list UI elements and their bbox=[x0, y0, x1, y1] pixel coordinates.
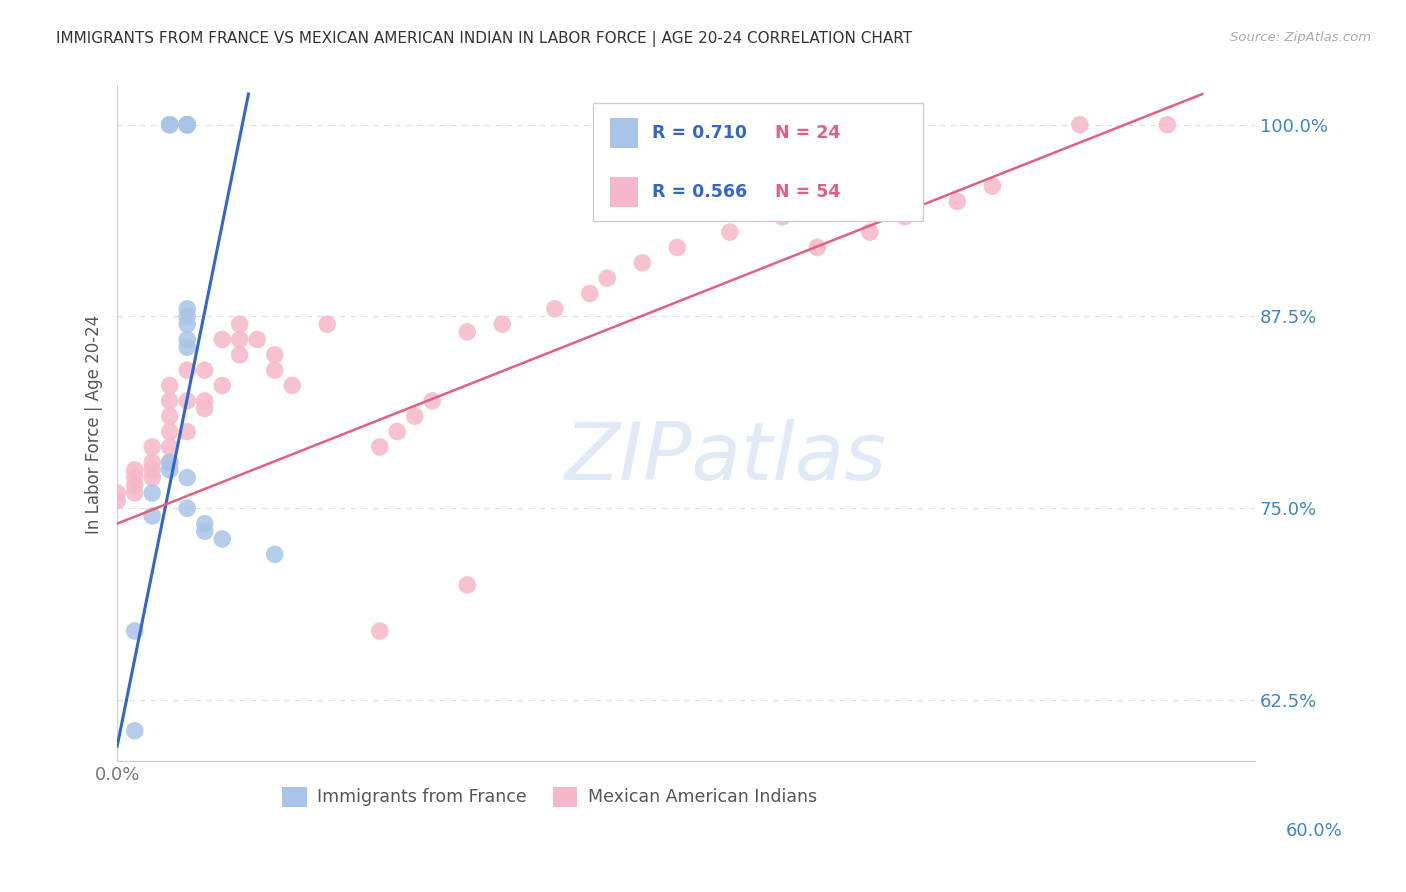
Point bbox=[420, 393, 443, 408]
Point bbox=[263, 547, 285, 561]
FancyBboxPatch shape bbox=[610, 118, 638, 148]
Point bbox=[368, 624, 391, 638]
Point bbox=[141, 455, 163, 469]
Point bbox=[456, 578, 478, 592]
Point bbox=[176, 301, 198, 316]
Text: R = 0.566: R = 0.566 bbox=[652, 183, 747, 201]
Point bbox=[141, 440, 163, 454]
Point bbox=[176, 118, 198, 132]
Point bbox=[456, 325, 478, 339]
Point bbox=[666, 240, 689, 254]
Text: 60.0%: 60.0% bbox=[1286, 822, 1343, 840]
Point bbox=[176, 333, 198, 347]
Point bbox=[491, 317, 513, 331]
Point bbox=[141, 463, 163, 477]
Point bbox=[176, 470, 198, 484]
Point bbox=[159, 409, 181, 424]
Text: Source: ZipAtlas.com: Source: ZipAtlas.com bbox=[1230, 31, 1371, 45]
Legend: Immigrants from France, Mexican American Indians: Immigrants from France, Mexican American… bbox=[276, 780, 824, 814]
Point bbox=[1069, 118, 1091, 132]
Point bbox=[281, 378, 304, 392]
Point bbox=[159, 118, 181, 132]
Point bbox=[387, 425, 409, 439]
Point bbox=[1156, 118, 1178, 132]
Point bbox=[159, 378, 181, 392]
Point bbox=[718, 225, 741, 239]
Point bbox=[159, 425, 181, 439]
Point bbox=[544, 301, 567, 316]
FancyBboxPatch shape bbox=[610, 177, 638, 207]
Point bbox=[176, 393, 198, 408]
Point bbox=[159, 463, 181, 477]
Point bbox=[176, 118, 198, 132]
Point bbox=[404, 409, 426, 424]
Point bbox=[176, 118, 198, 132]
Point bbox=[176, 317, 198, 331]
Y-axis label: In Labor Force | Age 20-24: In Labor Force | Age 20-24 bbox=[86, 314, 103, 533]
Point bbox=[194, 363, 217, 377]
Text: R = 0.710: R = 0.710 bbox=[652, 124, 747, 142]
Point bbox=[194, 516, 217, 531]
Point bbox=[105, 493, 128, 508]
Point bbox=[228, 333, 250, 347]
Point bbox=[194, 524, 217, 539]
Point bbox=[176, 340, 198, 354]
Point bbox=[263, 363, 285, 377]
Point bbox=[159, 455, 181, 469]
Point bbox=[368, 440, 391, 454]
Point bbox=[141, 508, 163, 523]
Point bbox=[631, 256, 654, 270]
Point bbox=[124, 463, 146, 477]
Point bbox=[159, 455, 181, 469]
Point bbox=[124, 723, 146, 738]
Point bbox=[946, 194, 969, 209]
FancyBboxPatch shape bbox=[593, 103, 922, 221]
Text: N = 54: N = 54 bbox=[775, 183, 841, 201]
Point bbox=[578, 286, 600, 301]
Point bbox=[211, 378, 233, 392]
Point bbox=[176, 310, 198, 324]
Point bbox=[194, 393, 217, 408]
Point bbox=[124, 624, 146, 638]
Point bbox=[176, 425, 198, 439]
Point bbox=[246, 333, 269, 347]
Point bbox=[141, 486, 163, 500]
Point bbox=[211, 333, 233, 347]
Point bbox=[211, 532, 233, 546]
Point bbox=[159, 118, 181, 132]
Point bbox=[141, 470, 163, 484]
Point bbox=[176, 363, 198, 377]
Point bbox=[316, 317, 339, 331]
Point bbox=[124, 486, 146, 500]
Point bbox=[770, 210, 793, 224]
Point bbox=[194, 401, 217, 416]
Point bbox=[596, 271, 619, 285]
Point bbox=[159, 440, 181, 454]
Point bbox=[159, 118, 181, 132]
Point bbox=[263, 348, 285, 362]
Point bbox=[981, 179, 1004, 194]
Point bbox=[228, 317, 250, 331]
Point bbox=[124, 478, 146, 492]
Point bbox=[124, 470, 146, 484]
Point bbox=[176, 118, 198, 132]
Point bbox=[176, 501, 198, 516]
Text: N = 24: N = 24 bbox=[775, 124, 841, 142]
Text: ZIPatlas: ZIPatlas bbox=[565, 418, 887, 497]
Point bbox=[105, 486, 128, 500]
Point bbox=[894, 210, 917, 224]
Point bbox=[228, 348, 250, 362]
Point bbox=[806, 240, 828, 254]
Point bbox=[859, 225, 882, 239]
Point bbox=[159, 393, 181, 408]
Text: IMMIGRANTS FROM FRANCE VS MEXICAN AMERICAN INDIAN IN LABOR FORCE | AGE 20-24 COR: IMMIGRANTS FROM FRANCE VS MEXICAN AMERIC… bbox=[56, 31, 912, 47]
